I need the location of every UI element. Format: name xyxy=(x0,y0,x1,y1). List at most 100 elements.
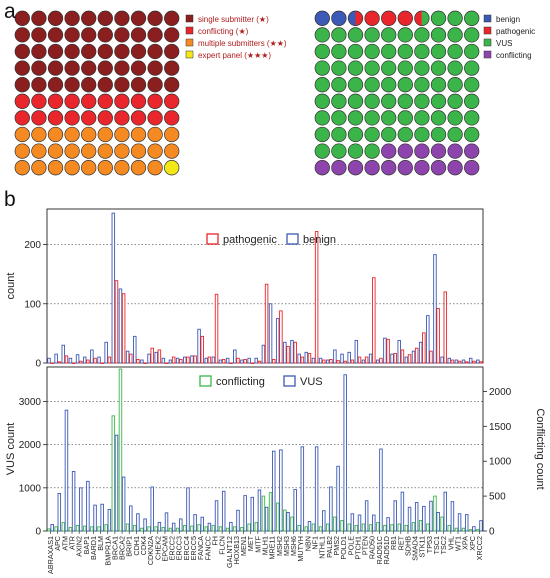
top-chart-bar-pathogenic xyxy=(350,359,355,364)
x-category-label: HOXB13 xyxy=(232,536,241,564)
bottom-chart-bar-vus xyxy=(279,449,283,532)
x-category-label: BAP1 xyxy=(82,536,91,554)
x-category-label: PTEN xyxy=(361,536,370,555)
waffle-b-dot xyxy=(397,160,413,176)
waffle-a-dot xyxy=(31,143,47,159)
bottom-chart-ytick-label: 1000 xyxy=(19,483,42,494)
x-category-label: GALNT12 xyxy=(225,536,234,568)
waffle-a-dot xyxy=(47,143,64,159)
waffle-a-dot xyxy=(14,43,30,60)
x-category-label: PALB2 xyxy=(325,536,334,558)
top-chart-bar-benign xyxy=(61,344,66,364)
top-chart-bar-pathogenic xyxy=(450,359,455,364)
top-chart-bar-benign xyxy=(376,359,380,364)
waffle-b-dot xyxy=(381,77,397,93)
bottom-chart-ylabel: VUS count xyxy=(5,423,17,476)
top-chart-bar-pathogenic xyxy=(114,280,119,364)
waffle-a-dot xyxy=(164,43,180,60)
bottom-chart-y2tick-label: 0 xyxy=(489,527,495,538)
bottom-chart-bar-conflicting xyxy=(147,526,151,532)
top-chart-ytick-label: 100 xyxy=(24,299,41,310)
waffle-b-dot xyxy=(331,93,347,109)
top-chart-bar-benign xyxy=(311,357,316,364)
bottom-chart-bar-vus xyxy=(257,489,262,532)
bottom-chart-bar-conflicting xyxy=(304,526,309,532)
waffle-b-dot xyxy=(381,160,397,176)
waffle-a-dot xyxy=(164,143,180,159)
waffle-a-dot xyxy=(14,27,30,43)
top-chart-bar-benign xyxy=(304,351,309,364)
top-chart-bar-benign xyxy=(433,254,437,364)
waffle-a-dot xyxy=(164,110,180,126)
top-chart-bar-pathogenic xyxy=(472,360,476,364)
waffle-a-legend-swatch xyxy=(185,26,194,35)
x-category-label: FANCA xyxy=(196,536,205,560)
waffle-a-dot xyxy=(147,10,163,26)
x-category-label: POLE xyxy=(346,536,355,555)
top-chart-bar-pathogenic xyxy=(71,362,76,364)
waffle-a-dot xyxy=(81,143,97,159)
waffle-b-dot-half-left xyxy=(348,11,356,26)
waffle-a-dot xyxy=(81,77,97,93)
waffle-b-dot xyxy=(430,10,447,26)
bottom-chart-bar-vus xyxy=(293,489,297,532)
waffle-b-dot xyxy=(347,27,364,43)
bottom-chart-bar-conflicting xyxy=(454,527,459,532)
waffle-b-dot xyxy=(447,10,463,26)
top-chart-bar-pathogenic xyxy=(464,361,469,364)
top-chart-bar-benign xyxy=(47,357,51,364)
bottom-chart-bar-conflicting xyxy=(104,524,108,532)
waffle-b-dot xyxy=(381,60,397,76)
waffle-a-dot xyxy=(31,27,47,43)
top-chart-bar-benign xyxy=(140,359,144,364)
top-chart-legend-label: benign xyxy=(303,234,336,246)
top-chart-bar-benign xyxy=(161,357,166,364)
top-chart-bar-pathogenic xyxy=(50,362,54,364)
top-chart-bar-pathogenic xyxy=(57,361,62,364)
x-category-label: ERCC3 xyxy=(175,536,184,560)
x-category-label: MRE11 xyxy=(268,536,277,559)
bottom-chart-bar-vus xyxy=(422,505,426,532)
waffle-b-dot xyxy=(314,43,330,60)
top-chart-bar-pathogenic xyxy=(479,361,483,364)
x-category-label: NBN xyxy=(303,536,312,551)
waffle-a-dot xyxy=(97,93,113,109)
waffle-b-dot xyxy=(414,126,430,143)
waffle-a-dot xyxy=(130,27,147,43)
waffle-a-dot xyxy=(64,110,80,126)
waffle-a-dot xyxy=(147,126,163,143)
bottom-chart-bar-conflicting xyxy=(390,524,394,532)
top-chart-bar-pathogenic xyxy=(386,338,390,364)
x-category-label: NF1 xyxy=(311,536,320,550)
x-category-label: PMS2 xyxy=(332,536,341,556)
x-category-label: POLD1 xyxy=(339,536,348,560)
top-chart-bar-pathogenic xyxy=(357,356,362,364)
top-chart-bar-pathogenic xyxy=(193,355,197,364)
top-chart-bar-benign xyxy=(326,359,330,364)
waffle-a-dot xyxy=(147,93,163,109)
top-chart-bar-benign xyxy=(225,357,230,364)
waffle-b-dot-half-left xyxy=(414,11,422,26)
waffle-b-legend-swatch xyxy=(483,14,492,23)
waffle-b-dot xyxy=(414,60,430,76)
bottom-chart-bar-conflicting xyxy=(47,528,51,532)
bottom-chart-bar-vus xyxy=(129,505,133,532)
bottom-chart-bar-conflicting xyxy=(426,523,430,532)
waffle-b-dot xyxy=(414,143,430,159)
bottom-chart-legend-swatch xyxy=(199,375,212,387)
x-category-label: RAD51D xyxy=(382,536,391,564)
top-chart-legend-swatch xyxy=(206,233,219,245)
waffle-a-dot xyxy=(81,126,97,143)
waffle-a-dot xyxy=(31,110,47,126)
bottom-chart-y2tick-label: 500 xyxy=(489,492,506,503)
top-chart-bar-pathogenic xyxy=(229,362,233,364)
waffle-b-dot xyxy=(464,143,480,159)
waffle-a-dot xyxy=(47,10,64,26)
bottom-chart-bar-conflicting xyxy=(75,524,80,532)
top-chart-bar-benign xyxy=(68,357,73,364)
waffle-a-dot xyxy=(147,27,163,43)
waffle-a-dot xyxy=(14,110,30,126)
waffle-a-dot xyxy=(81,43,97,60)
waffle-b-dot xyxy=(414,160,430,176)
waffle-a-dot xyxy=(14,93,30,109)
